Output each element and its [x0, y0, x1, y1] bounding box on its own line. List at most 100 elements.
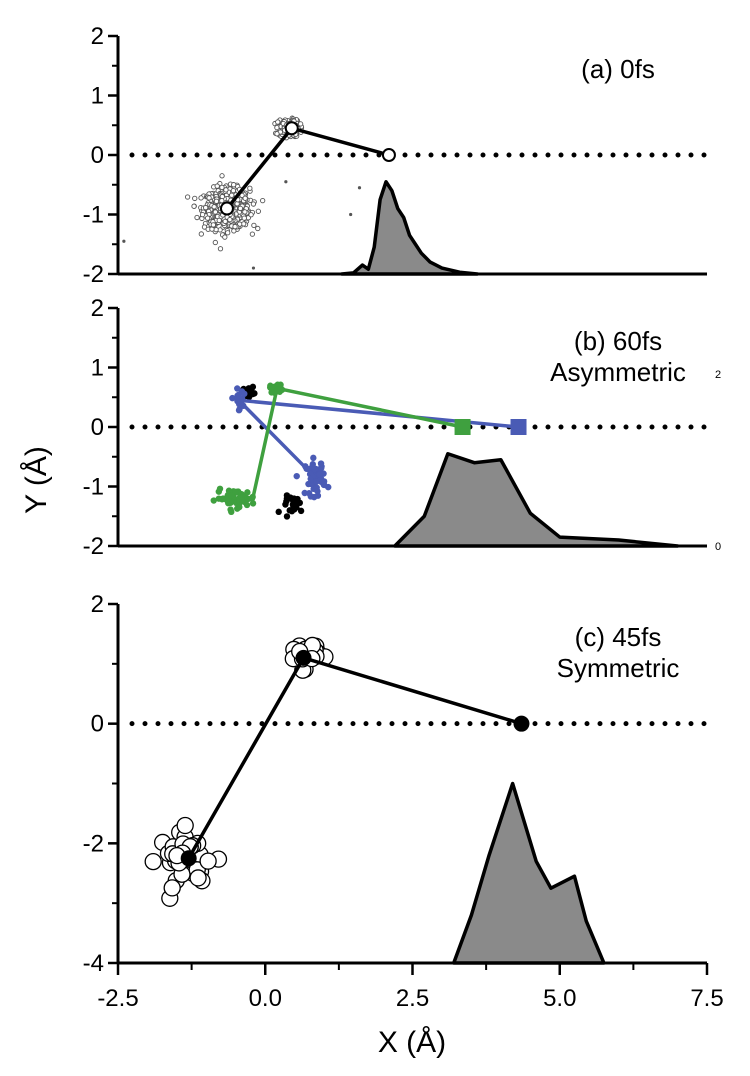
scatter-point: [232, 223, 238, 230]
scatter-point: [229, 192, 235, 198]
structure-line-green: [251, 386, 463, 496]
panel-label-line: (a) 0fs: [581, 54, 655, 84]
x-tick-label: 7.5: [690, 985, 723, 1012]
scatter-point: [247, 385, 255, 393]
y-tick-label: -1: [83, 202, 104, 229]
scatter-point: [225, 230, 231, 236]
scatter-point: [297, 121, 304, 127]
scatter-point: [248, 212, 254, 218]
y-tick-label: -2: [83, 533, 104, 560]
scatter-point: [199, 852, 217, 870]
atom-marker: [295, 649, 312, 666]
scatter-point: [212, 209, 219, 215]
side-label: 0: [715, 541, 721, 553]
side-label: 2: [715, 369, 721, 381]
scatter-point: [293, 472, 300, 480]
y-tick-label: -1: [83, 474, 104, 501]
scatter-point: [297, 507, 305, 515]
scatter-point: [283, 513, 291, 520]
scatter-point: [244, 489, 251, 496]
stray-point: [251, 266, 256, 270]
scatter-point: [269, 384, 277, 391]
scatter-point: [251, 222, 257, 228]
atom-marker: [219, 201, 234, 216]
y-tick-label: 1: [91, 83, 104, 110]
scatter-point: [317, 460, 325, 467]
panel-label-line: Symmetric: [557, 653, 680, 683]
scatter-point: [283, 498, 290, 505]
scatter-point: [210, 497, 217, 504]
scatter-point: [189, 869, 207, 887]
panel-label-line: Asymmetric: [550, 357, 686, 387]
scatter-point: [199, 211, 206, 218]
scatter-point: [231, 228, 237, 234]
scatter-point: [218, 496, 226, 503]
scatter-point: [249, 231, 256, 237]
stray-point: [357, 186, 362, 190]
scatter-point: [275, 119, 281, 125]
y-tick-label: -2: [83, 830, 104, 857]
scatter-point: [206, 195, 212, 201]
end-marker-green: [454, 419, 471, 435]
scatter-point: [248, 495, 256, 502]
scatter-point: [204, 215, 211, 221]
scatter-point: [242, 209, 248, 215]
scatter-point: [242, 195, 248, 201]
scatter-point: [215, 488, 223, 495]
scatter-point: [212, 239, 218, 246]
x-axis-tick-labels: -2.5 0.0 2.5 5.0 7.5: [97, 985, 723, 1012]
panel-label-line: (c) 45fs: [575, 622, 662, 652]
structure-line: [187, 655, 522, 860]
scatter-point: [219, 173, 225, 179]
scatter-point: [318, 464, 325, 472]
atom-marker: [180, 850, 197, 867]
x-tick-label: 0.0: [249, 985, 282, 1012]
scatter-point: [198, 195, 204, 201]
scatter-point: [312, 478, 320, 485]
scatter-point: [307, 480, 315, 488]
scatter-point: [307, 475, 314, 483]
scatter-point: [249, 500, 257, 507]
stray-point: [349, 212, 353, 217]
atom-marker: [284, 121, 299, 136]
end-marker-blue: [510, 419, 527, 435]
scatter-point: [307, 493, 315, 500]
x-axis-title: X (Å): [378, 1026, 446, 1059]
scatter-point: [194, 214, 200, 221]
scatter-point: [255, 208, 261, 214]
scatter-point: [228, 492, 235, 499]
scatter-point: [243, 501, 251, 509]
scatter-point: [201, 224, 208, 230]
distribution-area: [340, 180, 480, 276]
scatter-point: [241, 215, 247, 221]
atom-cluster-4: [275, 492, 305, 520]
scatter-point: [310, 454, 317, 462]
scatter-point: [203, 204, 209, 211]
scatter-point: [219, 197, 225, 204]
stray-point: [122, 239, 126, 243]
distribution-area: [393, 452, 680, 548]
y-tick-label: 2: [91, 23, 104, 50]
distribution-area: [451, 781, 606, 965]
atom-marker: [381, 148, 396, 162]
scatter-point: [222, 234, 228, 240]
y-tick-label: -4: [83, 950, 104, 977]
scatter-point: [198, 231, 204, 237]
scatter-point: [217, 246, 224, 252]
scatter-point: [192, 195, 198, 202]
y-tick-label: 2: [91, 591, 104, 618]
atom-cluster-3: [210, 485, 257, 516]
scatter-point: [222, 218, 228, 225]
scatter-point: [176, 816, 194, 835]
x-tick-label: 5.0: [543, 985, 576, 1012]
scatter-point: [296, 499, 303, 507]
y-tick-label: 1: [91, 355, 104, 382]
y-tick-label: 2: [91, 295, 104, 322]
stray-point: [284, 180, 288, 184]
scatter-point: [241, 390, 248, 397]
scatter-point: [316, 470, 324, 478]
